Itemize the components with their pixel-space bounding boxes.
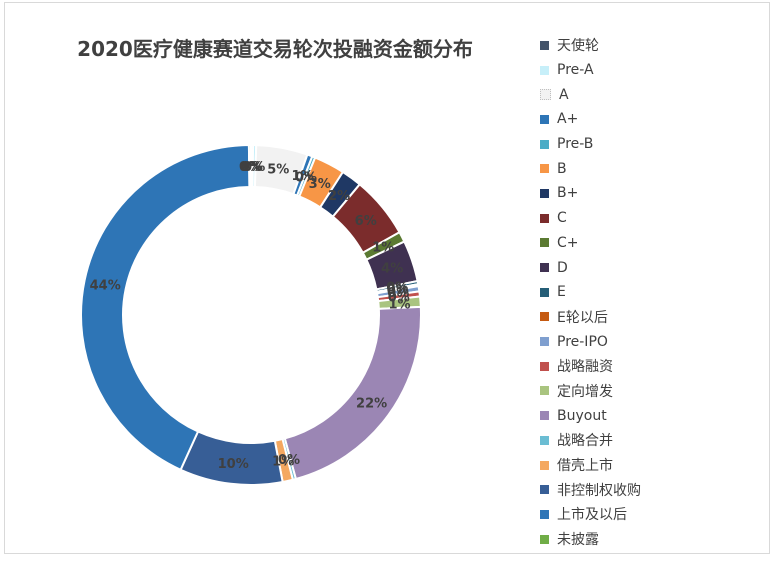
legend-item: 定向增发	[540, 379, 641, 404]
legend-item: C	[540, 206, 641, 231]
legend-label: 定向增发	[557, 383, 613, 400]
legend-swatch	[540, 238, 549, 248]
data-label-item-17: 1%	[272, 455, 294, 470]
legend-item: D	[540, 255, 641, 280]
legend-label: D	[557, 259, 568, 276]
legend-label: B	[557, 160, 567, 177]
data-label-item-16: 0%	[278, 453, 300, 468]
legend-item: 非控制权收购	[540, 477, 641, 502]
legend-label: Pre-B	[557, 136, 594, 153]
legend-swatch	[540, 435, 549, 445]
data-label-item-18: 10%	[218, 457, 249, 472]
data-label-buyout: 22%	[356, 397, 387, 412]
legend-item: A+	[540, 107, 641, 132]
legend-label: Pre-A	[557, 62, 594, 79]
legend-item: E轮以后	[540, 305, 641, 330]
data-label-pre-ipo: 0%	[387, 286, 409, 301]
legend-label: 借壳上市	[557, 458, 613, 475]
legend-label: 非控制权收购	[557, 482, 641, 499]
legend-swatch	[540, 460, 549, 470]
data-label-a: 5%	[267, 163, 289, 178]
data-label-d: 4%	[381, 262, 403, 277]
legend-label: 战略融资	[557, 359, 613, 376]
legend-item: B	[540, 156, 641, 181]
legend-label: 未披露	[557, 532, 599, 549]
legend-label: B+	[557, 185, 579, 202]
legend-swatch	[540, 65, 549, 75]
slice-item-20	[247, 143, 252, 189]
data-label-item-14: 1%	[388, 297, 410, 312]
donut-slices	[80, 143, 422, 486]
legend-item: 未披露	[540, 527, 641, 552]
legend-label: 上市及以后	[557, 507, 627, 524]
legend-swatch	[540, 139, 549, 149]
legend-item: Pre-A	[540, 58, 641, 83]
legend-label: E轮以后	[557, 309, 608, 326]
data-label-b: 2%	[328, 189, 350, 204]
legend-swatch	[540, 287, 549, 297]
data-label-pre-b: 0%	[295, 171, 317, 186]
legend-swatch	[540, 263, 549, 273]
legend-label: 天使轮	[557, 38, 599, 55]
legend-swatch	[540, 361, 549, 371]
legend-swatch	[540, 386, 549, 396]
slice-item-19	[80, 143, 251, 472]
data-label-e: 0%	[387, 283, 409, 298]
donut-labels: 0%0% 5% 1%0%3%2%6%1%4%0%0%0%0%1%22%0%1%10%…	[90, 160, 411, 472]
data-label-c: 6%	[355, 214, 377, 229]
legend-item: Buyout	[540, 403, 641, 428]
legend-swatch	[540, 509, 549, 519]
legend-label: E	[557, 284, 566, 301]
legend-item: Pre-IPO	[540, 329, 641, 354]
legend-swatch	[540, 485, 549, 495]
data-label-c: 1%	[372, 241, 394, 256]
legend-swatch	[540, 89, 551, 101]
legend-swatch	[540, 40, 549, 50]
data-label-item-20: 0%	[239, 160, 261, 175]
legend-item: 上市及以后	[540, 502, 641, 527]
legend-swatch	[540, 164, 549, 174]
legend-label: A	[559, 86, 569, 103]
data-label-item-19: 44%	[90, 278, 121, 293]
legend-item: 借壳上市	[540, 453, 641, 478]
data-label-item-13: 0%	[388, 291, 410, 306]
legend-item: Pre-B	[540, 132, 641, 157]
legend-swatch	[540, 114, 549, 124]
legend-item: C+	[540, 231, 641, 256]
legend-swatch	[540, 188, 549, 198]
legend-swatch	[540, 411, 549, 421]
data-label-pre-a: 0%	[243, 160, 265, 175]
data-label-b: 3%	[309, 177, 331, 192]
data-label-a: 1%	[291, 169, 313, 184]
legend-label: A+	[557, 111, 579, 128]
legend-swatch	[540, 534, 549, 544]
chart-frame: 2020医疗健康赛道交易轮次投融资金额分布 0% 0% 5% 1% 0% 3% 2% 6% 1%…	[4, 2, 770, 554]
legend-item: 战略合并	[540, 428, 641, 453]
legend-item: 战略融资	[540, 354, 641, 379]
legend-swatch	[540, 312, 549, 322]
legend-item: E	[540, 280, 641, 305]
legend-item: 天使轮	[540, 33, 641, 58]
donut-chart: 0%0% 5% 1%0%3%2%6%1%4%0%0%0%0%1%22%0%1%10%…	[80, 143, 422, 486]
legend-swatch	[540, 337, 549, 347]
slice-buyout	[283, 305, 422, 481]
legend-label: C	[557, 210, 567, 227]
data-label-e: 0%	[386, 281, 408, 296]
legend-label: C+	[557, 234, 579, 251]
legend: 天使轮 Pre-A A A+ Pre-B B B+ C C+ D E E轮以后 Pre-IPO 战略融资定…	[540, 33, 641, 551]
data-label-item-0: 0%	[241, 160, 263, 175]
legend-label: 战略合并	[557, 433, 613, 450]
legend-label: Pre-IPO	[557, 333, 608, 350]
legend-label: Buyout	[557, 407, 607, 424]
chart-title: 2020医疗健康赛道交易轮次投融资金额分布	[77, 37, 473, 61]
legend-item: B+	[540, 181, 641, 206]
legend-item: A	[540, 82, 641, 107]
legend-swatch	[540, 213, 549, 223]
